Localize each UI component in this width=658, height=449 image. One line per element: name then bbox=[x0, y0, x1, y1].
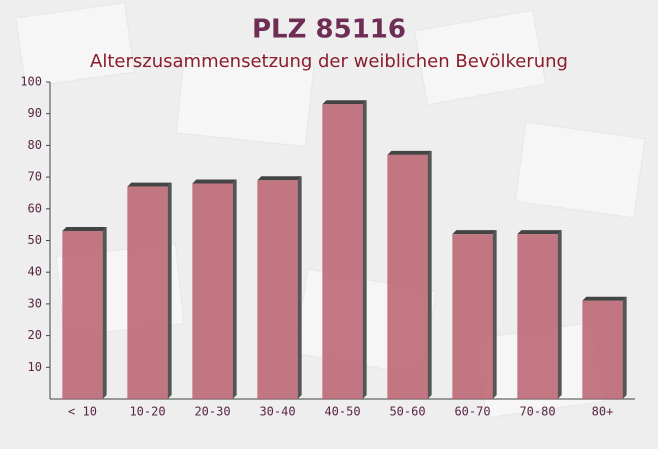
bar-shadow-top bbox=[127, 182, 172, 187]
y-tick-label: 80 bbox=[28, 138, 42, 152]
bar-shadow bbox=[297, 176, 302, 399]
y-tick-label: 50 bbox=[28, 233, 42, 247]
x-tick-label: 50-60 bbox=[389, 405, 425, 419]
bar-shadow-top bbox=[257, 176, 302, 181]
x-tick-label: 80+ bbox=[592, 405, 614, 419]
y-tick-label: 20 bbox=[28, 328, 42, 342]
bar bbox=[452, 234, 493, 399]
bar bbox=[517, 234, 558, 399]
x-tick-label: 70-80 bbox=[519, 405, 555, 419]
x-tick-label: 20-30 bbox=[194, 405, 230, 419]
bar-shadow-top bbox=[517, 230, 562, 235]
y-tick-label: 100 bbox=[20, 75, 42, 89]
bar bbox=[257, 180, 298, 399]
x-tick-label: 60-70 bbox=[454, 405, 490, 419]
bar-shadow-top bbox=[322, 100, 367, 105]
bar-shadow bbox=[362, 100, 367, 399]
bar bbox=[127, 186, 168, 399]
bar-shadow-top bbox=[62, 226, 107, 231]
x-tick-label: < 10 bbox=[68, 405, 97, 419]
chart-subtitle: Alterszusammensetzung der weiblichen Bev… bbox=[90, 51, 568, 72]
bar-shadow-top bbox=[192, 179, 237, 184]
y-tick-label: 60 bbox=[28, 201, 42, 215]
bar-shadow bbox=[557, 230, 562, 399]
bar bbox=[582, 300, 623, 399]
bar bbox=[322, 104, 363, 399]
bar-shadow bbox=[102, 226, 107, 399]
bar-shadow bbox=[622, 296, 627, 399]
bar-shadow bbox=[232, 179, 237, 399]
y-tick-label: 30 bbox=[28, 296, 42, 310]
bar-shadow-top bbox=[452, 230, 497, 235]
bar-shadow bbox=[492, 230, 497, 399]
y-tick-label: 10 bbox=[28, 360, 42, 374]
chart-title: PLZ 85116 bbox=[252, 15, 406, 45]
x-tick-label: 30-40 bbox=[259, 405, 295, 419]
bar-shadow bbox=[167, 182, 172, 399]
y-tick-label: 40 bbox=[28, 265, 42, 279]
bar-shadow-top bbox=[582, 296, 627, 301]
bar bbox=[192, 183, 233, 399]
bar-shadow bbox=[427, 150, 432, 399]
bar bbox=[62, 230, 103, 399]
x-tick-label: 10-20 bbox=[129, 405, 165, 419]
bar bbox=[387, 154, 428, 399]
y-tick-label: 90 bbox=[28, 106, 42, 120]
y-tick-label: 70 bbox=[28, 170, 42, 184]
bar-shadow-top bbox=[387, 150, 432, 155]
x-tick-label: 40-50 bbox=[324, 405, 360, 419]
